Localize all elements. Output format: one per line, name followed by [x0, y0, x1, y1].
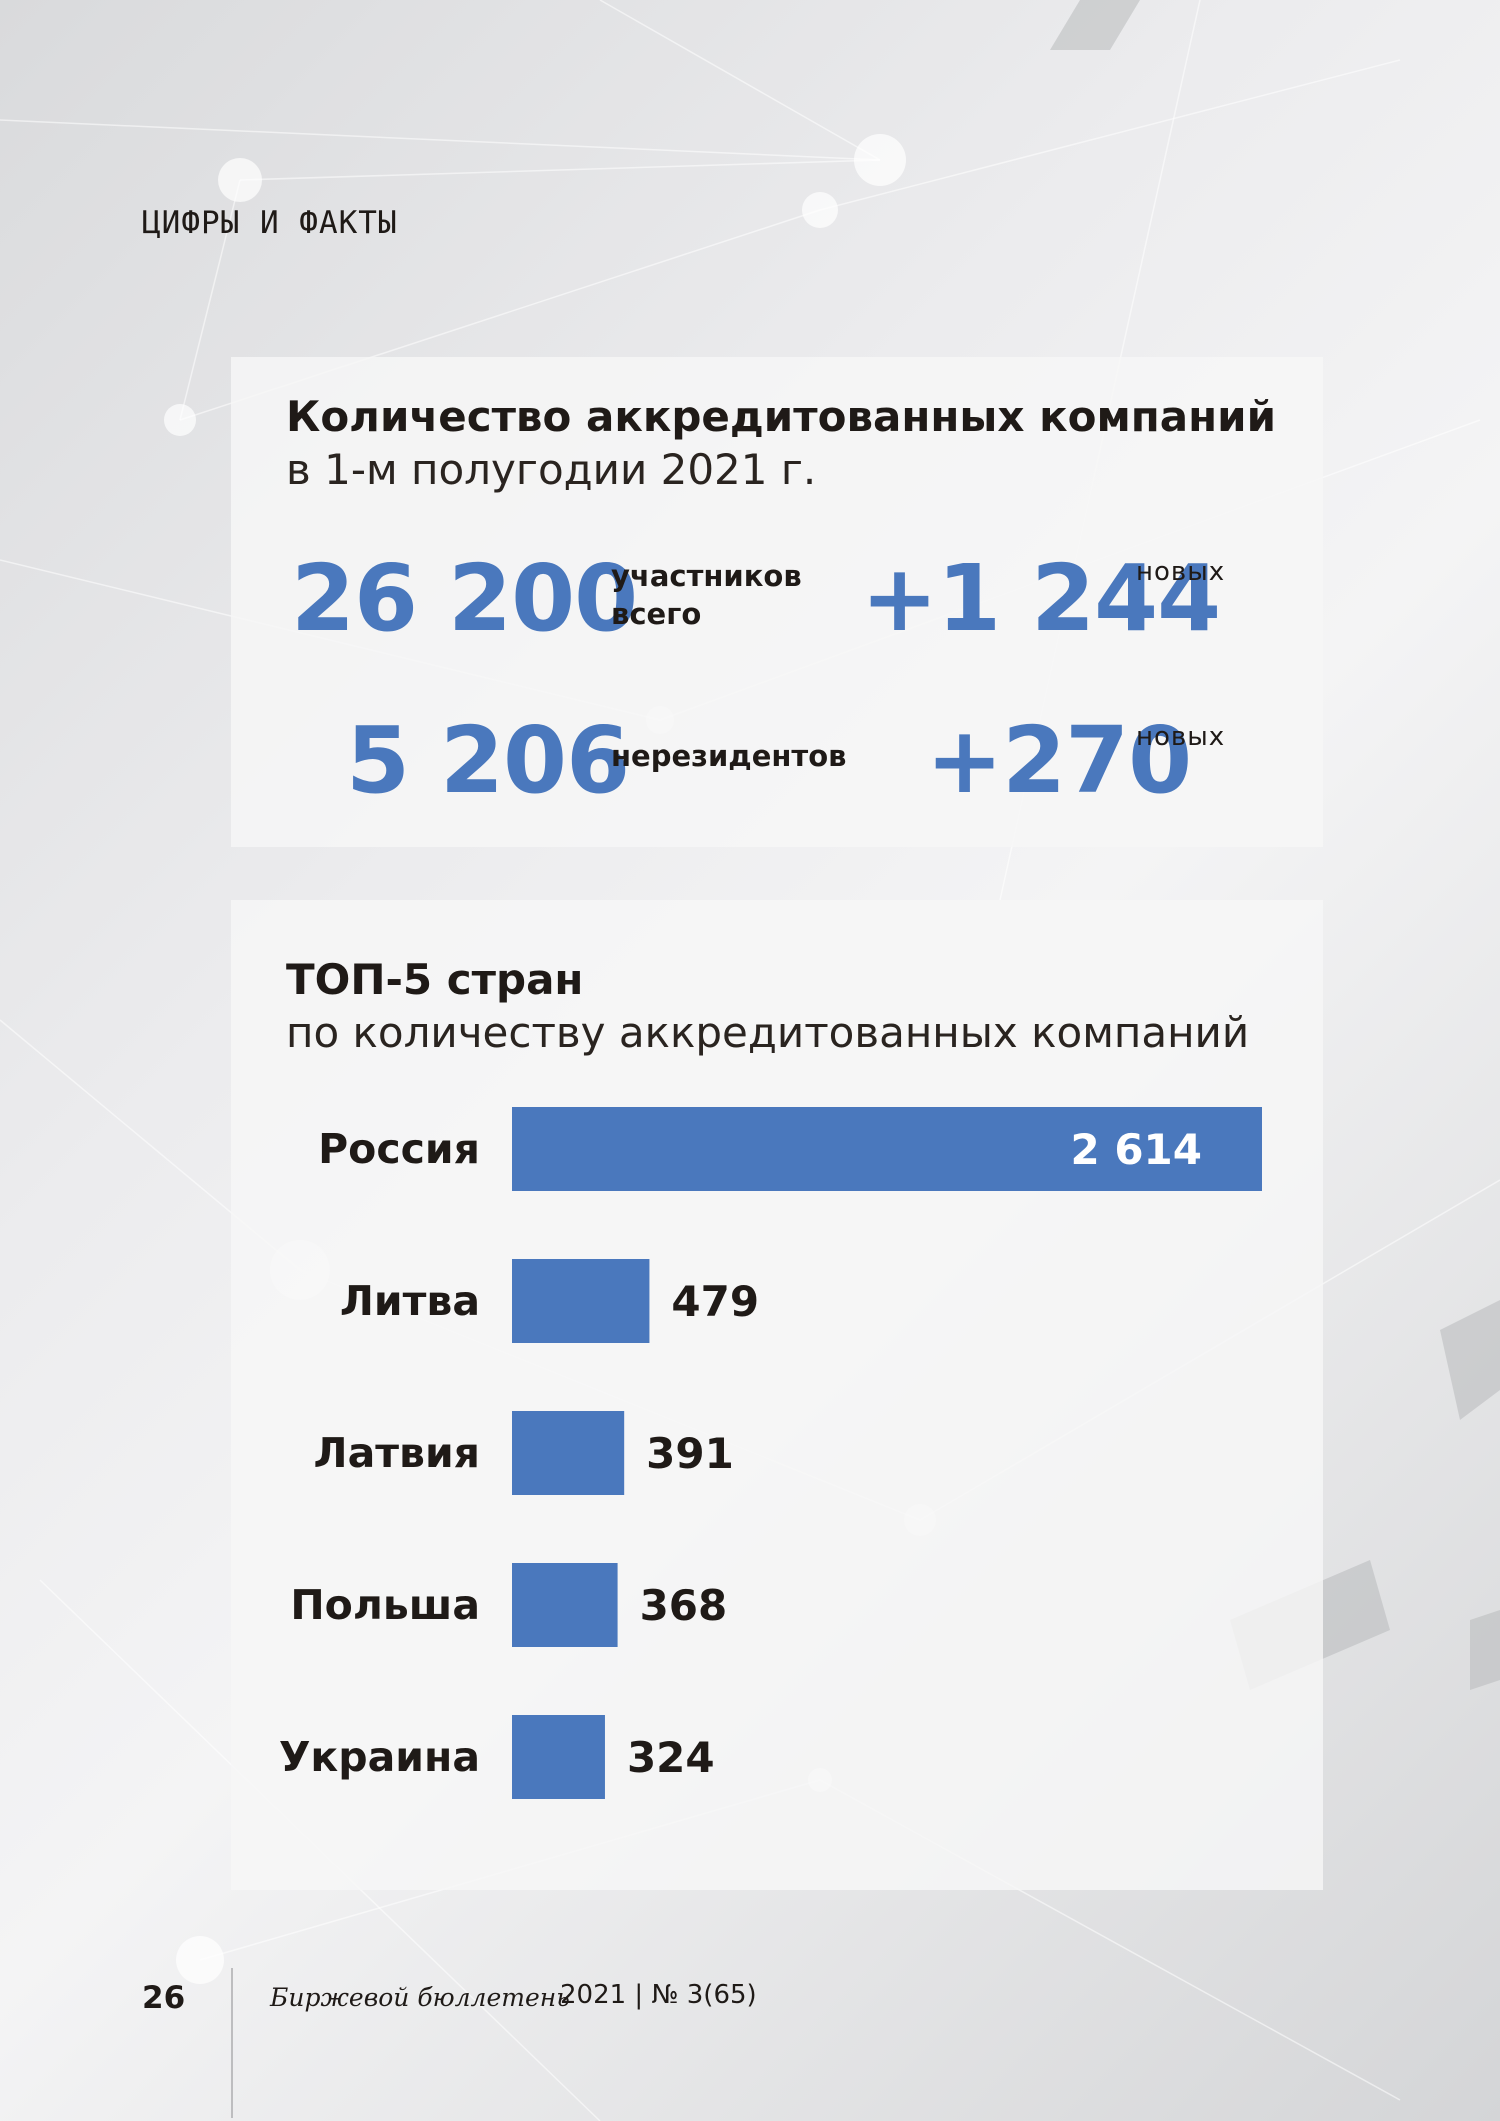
category-label: Украина [279, 1733, 480, 1781]
countries-bar-chart: Россия 2 614 Литва 479 Латвия 391 Польша 368 Укр… [279, 1107, 1262, 1799]
category-label: Россия [318, 1125, 480, 1173]
bar [512, 1107, 1262, 1191]
total-participants-value: 26 200 [291, 545, 638, 652]
nonresidents-new-label: новых [1136, 722, 1226, 752]
page-number: 26 [142, 1980, 186, 2016]
section-label: ЦИФРЫ И ФАКТЫ [142, 205, 398, 241]
value-label: 479 [671, 1277, 759, 1326]
nonresidents-new-value: +270 [926, 707, 1192, 814]
panel-title: Количество аккредитованных компаний [286, 392, 1277, 441]
value-label: 324 [627, 1733, 715, 1782]
publication-name: Биржевой бюллетень [270, 1983, 570, 2012]
value-label: 391 [646, 1429, 734, 1478]
total-label-line2: всего [611, 597, 702, 631]
total-new-label: новых [1136, 557, 1226, 587]
accredited-companies-panel: Количество аккредитованных компаний в 1-… [231, 357, 1323, 847]
category-label: Литва [340, 1277, 480, 1325]
top5-countries-panel: ТОП-5 стран по количеству аккредитованны… [231, 900, 1323, 1890]
issue-number: 2021 | № 3(65) [560, 1980, 757, 2010]
total-participants-label: участников всего [611, 557, 802, 633]
value-label: 2 614 [1070, 1125, 1202, 1174]
category-label: Польша [290, 1581, 480, 1629]
bar [512, 1259, 650, 1343]
panel-subtitle: в 1-м полугодии 2021 г. [286, 445, 817, 494]
panel-subtitle: по количеству аккредитованных компаний [286, 1008, 1250, 1057]
total-label-line1: участников [611, 559, 802, 593]
nonresidents-label: нерезидентов [611, 739, 847, 773]
nonresidents-value: 5 206 [346, 707, 630, 814]
bar [512, 1715, 605, 1799]
value-label: 368 [640, 1581, 728, 1630]
total-new-value: +1 244 [861, 545, 1221, 652]
category-label: Латвия [314, 1429, 480, 1477]
footer-divider [231, 1968, 233, 2118]
panel-title: ТОП-5 стран [286, 955, 584, 1004]
bar [512, 1563, 618, 1647]
bar [512, 1411, 625, 1495]
